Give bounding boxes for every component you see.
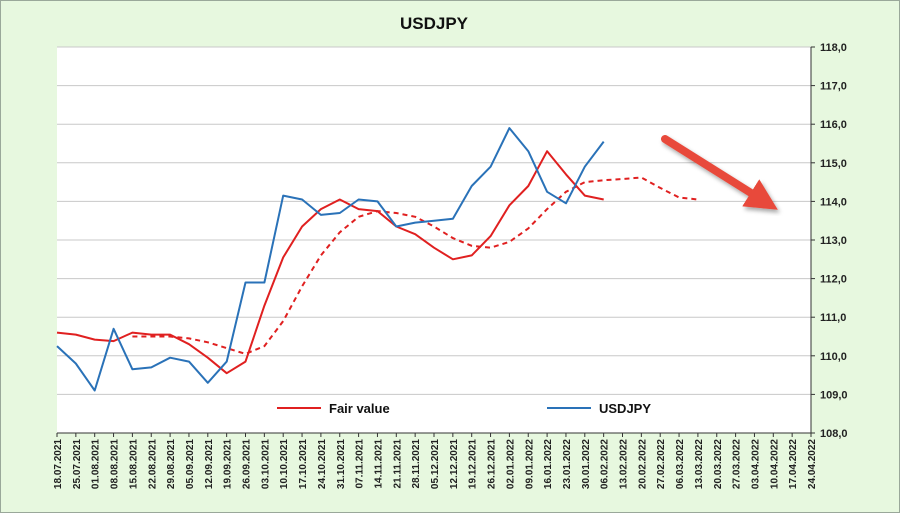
y-tick-label: 114,0 <box>820 196 847 208</box>
series-line-fair-value-forecast <box>132 176 699 355</box>
x-tick-label: 24.10.2021 <box>317 439 328 489</box>
x-tick-label: 28.11.2021 <box>411 439 422 489</box>
series-line-fair-value <box>56 150 604 375</box>
y-tick-label: 108,0 <box>820 428 848 440</box>
x-tick-label: 08.08.2021 <box>110 439 121 489</box>
x-tick-label: 06.03.2022 <box>675 439 686 489</box>
x-tick-label: 05.12.2021 <box>430 439 441 489</box>
series-line-usdjpy <box>56 127 605 392</box>
x-tick-label: 21.11.2021 <box>392 439 403 489</box>
y-tick-label: 113,0 <box>820 235 847 247</box>
y-tick-label: 118,0 <box>820 42 847 54</box>
x-tick-label: 12.12.2021 <box>449 439 460 489</box>
x-tick-label: 03.04.2022 <box>750 439 761 489</box>
x-axis: 18.07.2021 25.07.2021 01.08.2021 08.08.2021… <box>53 432 818 489</box>
y-tick-label: 112,0 <box>820 274 847 286</box>
y-tick-label: 111,0 <box>820 312 846 324</box>
x-tick-label: 12.09.2021 <box>204 439 215 489</box>
x-tick-label: 19.12.2021 <box>468 439 479 489</box>
grid <box>57 46 811 395</box>
x-tick-label: 05.09.2021 <box>185 439 196 489</box>
x-tick-label: 10.10.2021 <box>279 439 290 489</box>
x-tick-label: 31.10.2021 <box>336 439 347 489</box>
x-tick-label: 29.08.2021 <box>166 439 177 489</box>
y-tick-label: 117,0 <box>820 81 847 93</box>
x-tick-label: 27.02.2022 <box>656 439 667 489</box>
series-layer <box>56 127 699 392</box>
x-tick-label: 13.02.2022 <box>619 439 630 489</box>
x-tick-label: 13.03.2022 <box>694 439 705 489</box>
x-tick-label: 01.08.2021 <box>91 439 102 489</box>
x-tick-label: 10.04.2022 <box>769 439 780 489</box>
x-tick-label: 03.10.2021 <box>260 439 271 489</box>
x-tick-label: 14.11.2021 <box>373 439 384 489</box>
y-tick-label: 116,0 <box>820 119 847 131</box>
x-tick-label: 18.07.2021 <box>53 439 64 489</box>
x-tick-label: 07.11.2021 <box>355 439 366 489</box>
x-tick-label: 26.09.2021 <box>242 439 253 489</box>
legend: Fair value USDJPY <box>277 401 651 416</box>
x-tick-label: 09.01.2022 <box>524 439 535 489</box>
x-tick-label: 06.02.2022 <box>600 439 611 489</box>
x-tick-label: 17.04.2022 <box>788 439 799 489</box>
legend-label-usdjpy: USDJPY <box>599 401 651 416</box>
x-tick-label: 20.03.2022 <box>713 439 724 489</box>
y-tick-label: 109,0 <box>820 389 848 401</box>
x-tick-label: 24.04.2022 <box>807 439 818 489</box>
x-tick-label: 22.08.2021 <box>147 439 158 489</box>
x-tick-label: 26.12.2021 <box>487 439 498 489</box>
x-tick-label: 23.01.2022 <box>562 439 573 489</box>
x-tick-label: 16.01.2022 <box>543 439 554 489</box>
x-tick-label: 27.03.2022 <box>732 439 743 489</box>
y-tick-label: 115,0 <box>820 158 847 170</box>
x-tick-label: 15.08.2021 <box>128 439 139 489</box>
legend-label-fair-value: Fair value <box>329 401 390 416</box>
x-tick-label: 17.10.2021 <box>298 439 309 489</box>
x-tick-label: 20.02.2022 <box>637 439 648 489</box>
x-tick-label: 25.07.2021 <box>72 439 83 489</box>
y-tick-label: 110,0 <box>820 351 847 363</box>
x-tick-label: 02.01.2022 <box>505 439 516 489</box>
chart-title: USDJPY <box>400 14 469 33</box>
y-axis: 108,0 109,0 110,0 111,0 112,0 113,0 114,0 115,0… <box>810 42 848 440</box>
x-tick-label: 30.01.2022 <box>581 439 592 489</box>
trend-arrow <box>661 135 778 210</box>
x-tick-label: 19.09.2021 <box>223 439 234 489</box>
